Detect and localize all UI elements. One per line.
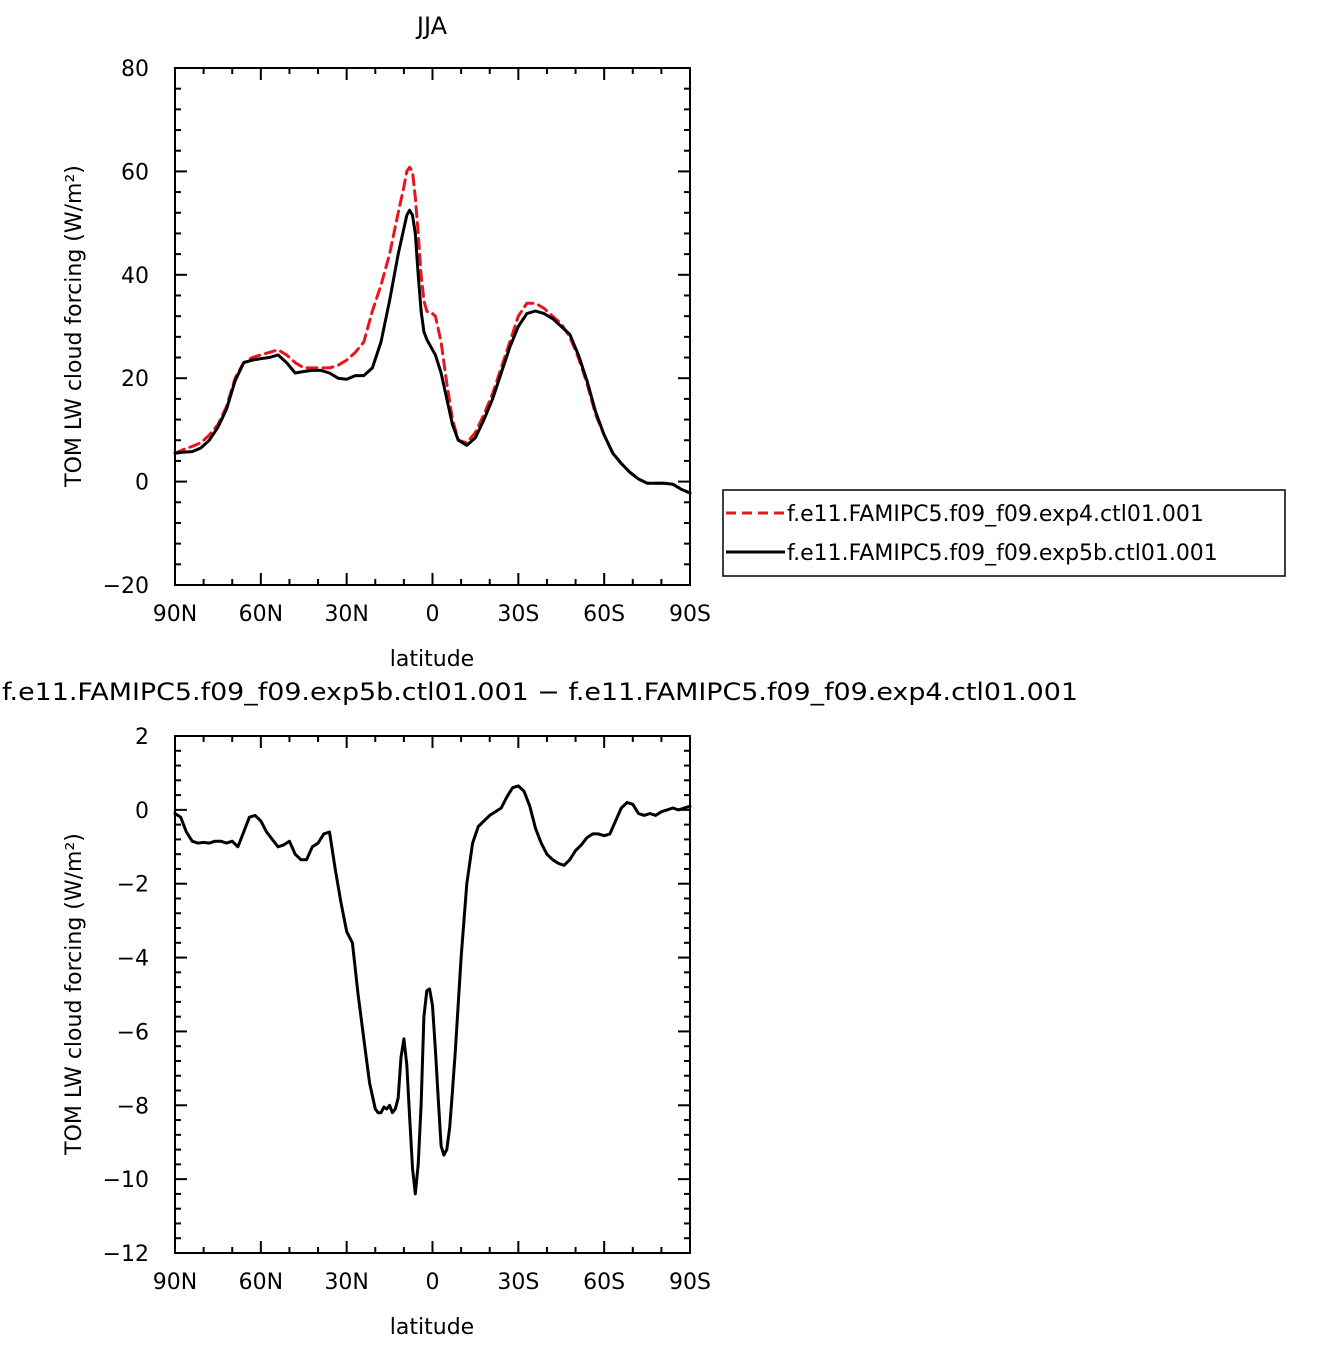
top-x-tick-label: 60N	[239, 602, 283, 627]
top-x-tick-label: 60S	[583, 602, 625, 627]
legend-box	[722, 489, 1286, 577]
top-y-axis-label: TOM LW cloud forcing (W/m²)	[62, 165, 87, 488]
bottom-y-axis-label: TOM LW cloud forcing (W/m²)	[62, 833, 87, 1156]
top-x-axis-label: latitude	[390, 647, 474, 672]
bottom-panel-tick-labels: 90N 60N 30N 0 30S 60S 90S −12 −10 −8 −6 −4 −2 0 2	[103, 725, 711, 1295]
top-y-tick-label: 0	[135, 471, 149, 496]
bottom-plot-frame	[174, 735, 691, 1254]
top-x-tick-label: 30S	[497, 602, 539, 627]
top-panel-series	[173, 165, 692, 495]
top-panel: JJA 90N 60N 30N 0 30S 60S 90S −20 0 20 40 60 80 lati…	[62, 12, 711, 672]
bottom-x-tick-label: 60N	[239, 1270, 283, 1295]
bottom-panel-ticks	[174, 735, 691, 1254]
top-y-tick-label: −20	[103, 574, 149, 599]
legend-label-exp4: f.e11.FAMIPC5.f09_f09.exp4.ctl01.001	[787, 502, 1204, 527]
bottom-x-axis-label: latitude	[390, 1315, 474, 1340]
top-series-line-0	[173, 165, 692, 495]
bottom-y-tick-label: −10	[103, 1168, 149, 1193]
top-y-tick-label: 60	[121, 160, 149, 185]
bottom-y-tick-label: 2	[135, 725, 149, 750]
bottom-x-tick-label: 90N	[153, 1270, 197, 1295]
top-y-tick-label: 20	[121, 367, 149, 392]
bottom-x-tick-label: 30S	[497, 1270, 539, 1295]
top-y-tick-label: 40	[121, 264, 149, 289]
bottom-y-tick-label: −12	[103, 1242, 149, 1267]
top-y-tick-label: 80	[121, 57, 149, 82]
bottom-y-tick-label: −6	[117, 1020, 149, 1045]
top-panel-ticks	[174, 67, 691, 586]
bottom-y-tick-label: −4	[117, 947, 149, 972]
top-x-tick-label: 90N	[153, 602, 197, 627]
bottom-y-tick-label: 0	[135, 799, 149, 824]
bottom-x-tick-label: 0	[426, 1270, 440, 1295]
top-plot-frame	[174, 67, 691, 586]
legend-label-exp5b: f.e11.FAMIPC5.f09_f09.exp5b.ctl01.001	[787, 541, 1218, 566]
bottom-panel-title: f.e11.FAMIPC5.f09_f09.exp5b.ctl01.001 − …	[2, 678, 1078, 706]
bottom-series-line-0	[173, 784, 692, 1196]
legend: f.e11.FAMIPC5.f09_f09.exp4.ctl01.001 f.e…	[722, 489, 1286, 577]
bottom-y-tick-label: −2	[117, 873, 149, 898]
bottom-panel-series	[173, 784, 692, 1196]
bottom-panel: f.e11.FAMIPC5.f09_f09.exp5b.ctl01.001 − …	[2, 678, 1078, 1340]
bottom-x-tick-label: 30N	[324, 1270, 368, 1295]
bottom-y-tick-label: −8	[117, 1094, 149, 1119]
top-x-tick-label: 90S	[669, 602, 711, 627]
top-panel-tick-labels: 90N 60N 30N 0 30S 60S 90S −20 0 20 40 60 80	[103, 57, 711, 627]
top-series-line-1	[173, 208, 692, 495]
bottom-x-tick-label: 90S	[669, 1270, 711, 1295]
bottom-x-tick-label: 60S	[583, 1270, 625, 1295]
top-panel-title: JJA	[415, 12, 448, 40]
top-x-tick-label: 30N	[324, 602, 368, 627]
top-x-tick-label: 0	[426, 602, 440, 627]
